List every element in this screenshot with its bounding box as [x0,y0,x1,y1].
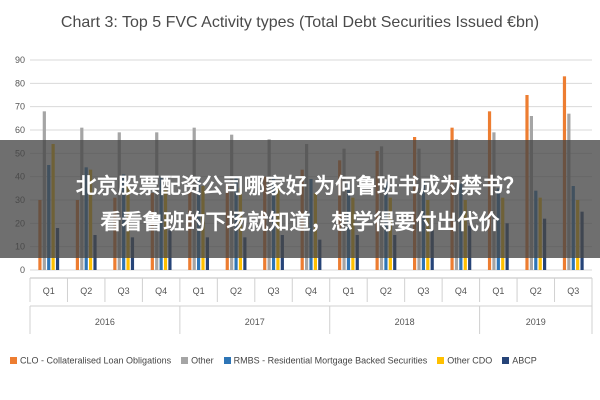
x-tick-label: Q3 [118,286,130,296]
chart-legend: CLO - Collateralised Loan Obligations Oth… [10,355,595,371]
legend-swatch [437,357,445,365]
x-tick-label: Q1 [43,286,55,296]
x-tick-label: Q1 [492,286,504,296]
x-tick-label: Q4 [455,286,467,296]
legend-label: Other [191,355,214,366]
x-tick-label: Q3 [417,286,429,296]
legend-swatch [10,357,17,365]
x-tick-label: Q4 [155,286,167,296]
legend-label: ABCP [512,355,537,366]
legend-item: Other [181,355,214,366]
chart-title: Chart 3: Top 5 FVC Activity types (Total… [60,14,540,31]
y-tick-label: 60 [15,125,25,135]
legend-label: CLO - Collateralised Loan Obligations [20,355,172,366]
year-label: 2017 [245,317,265,327]
legend-item: ABCP [502,355,537,366]
legend-swatch [223,357,231,365]
x-tick-label: Q2 [80,286,92,296]
legend-label: Other CDO [447,355,493,366]
x-tick-label: Q2 [230,286,242,296]
legend-swatch [502,357,510,365]
legend-item: CLO - Collateralised Loan Obligations [10,355,171,366]
ad-overlay-banner[interactable]: 北京股票配资公司哪家好 为何鲁班书成为禁书？ 看看鲁班的下场就知道，想学得要付出… [0,140,600,258]
year-label: 2019 [526,317,546,327]
legend-label: RMBS - Residential Mortgage Backed Secur… [233,355,428,366]
y-tick-label: 0 [20,265,25,275]
y-tick-label: 90 [15,55,25,65]
y-tick-label: 70 [15,102,25,112]
x-tick-label: Q1 [193,286,205,296]
x-tick-label: Q3 [268,286,280,296]
x-tick-label: Q1 [342,286,354,296]
legend-item: Other CDO [437,355,492,366]
x-tick-label: Q3 [567,286,579,296]
year-label: 2018 [395,317,415,327]
legend-swatch [181,357,189,365]
x-tick-label: Q2 [380,286,392,296]
overlay-line-1: 北京股票配资公司哪家好 为何鲁班书成为禁书？ [75,174,525,198]
year-labels: 2016 2017 2018 2019 [29,278,593,334]
y-tick-label: 80 [15,78,25,88]
x-tick-label: Q4 [305,286,317,296]
legend-item: RMBS - Residential Mortgage Backed Secur… [223,355,428,366]
year-label: 2016 [95,317,115,327]
x-tick-label: Q2 [530,286,542,296]
x-axis-ticks: Q1 Q2 Q3 Q4 Q1 Q2 Q3 Q4 Q1 Q2 Q3 Q4 Q1 Q2 Q3 [29,277,592,302]
overlay-line-2: 看看鲁班的下场就知道，想学得要付出代价 [100,210,500,234]
